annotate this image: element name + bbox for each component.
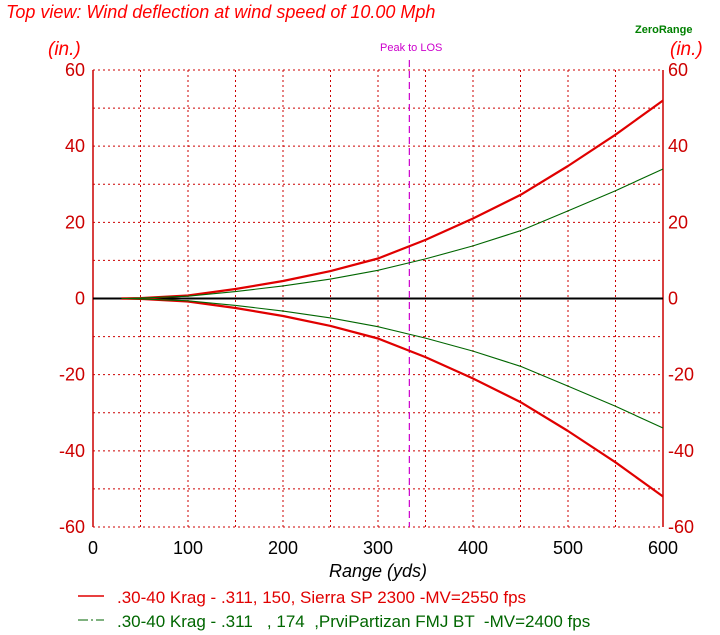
chart-title: Top view: Wind deflection at wind speed … — [6, 2, 435, 22]
y-tick-label-right: -40 — [668, 441, 694, 461]
y-tick-label-left: 0 — [75, 289, 85, 309]
x-tick-label: 0 — [88, 538, 98, 558]
series-2-upper-line — [121, 168, 664, 300]
legend: .30-40 Krag - .311, 150, Sierra SP 2300 … — [78, 588, 590, 631]
grid — [92, 60, 664, 528]
x-tick-label: 400 — [458, 538, 488, 558]
y-tick-label-left: -60 — [59, 517, 85, 537]
series-1-upper-line — [121, 99, 664, 300]
x-axis-label: Range (yds) — [329, 561, 427, 581]
legend-label-series-1: .30-40 Krag - .311, 150, Sierra SP 2300 … — [117, 588, 526, 607]
y-tick-label-left: 20 — [65, 212, 85, 232]
y-tick-label-left: -40 — [59, 441, 85, 461]
y-tick-label-right: -20 — [668, 365, 694, 385]
x-tick-label: 300 — [363, 538, 393, 558]
zero-range-label: ZeroRange — [635, 24, 692, 36]
y-tick-label-left: -20 — [59, 365, 85, 385]
y-tick-label-right: 20 — [668, 212, 688, 232]
y-tick-label-left: 60 — [65, 60, 85, 80]
y-tick-label-right: 40 — [668, 136, 688, 156]
y-tick-label-right: -60 — [668, 517, 694, 537]
x-tick-label: 200 — [268, 538, 298, 558]
y-tick-label-right: 0 — [668, 289, 678, 309]
legend-label-series-2: .30-40 Krag - .311 , 174 ,PrviPartizan F… — [117, 612, 590, 631]
y-axis-label-left: (in.) — [48, 39, 81, 60]
y-tick-label-right: 60 — [668, 60, 688, 80]
y-axis-label-right: (in.) — [670, 39, 703, 60]
x-tick-label: 500 — [553, 538, 583, 558]
y-tick-label-left: 40 — [65, 136, 85, 156]
x-tick-label: 600 — [648, 538, 678, 558]
series-1-lower-line — [121, 297, 664, 498]
series-2-lower-line — [121, 297, 664, 429]
peak-los-label: Peak to LOS — [380, 42, 442, 54]
x-tick-label: 100 — [173, 538, 203, 558]
